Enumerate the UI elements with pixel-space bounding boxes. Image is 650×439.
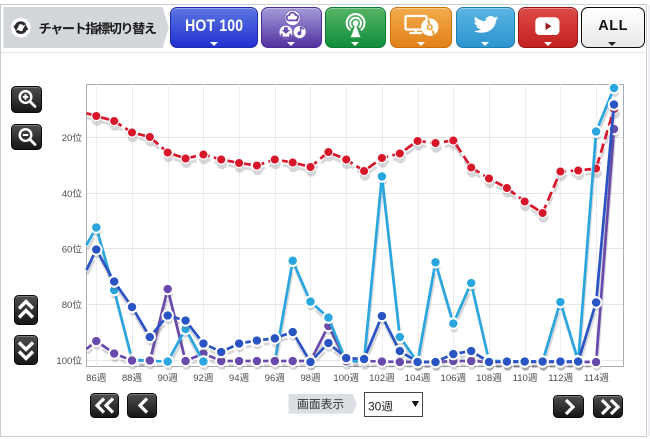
svg-text:114: 114 bbox=[584, 373, 600, 384]
svg-text:104: 104 bbox=[405, 373, 422, 384]
svg-text:100: 100 bbox=[333, 373, 349, 384]
svg-text:80: 80 bbox=[62, 300, 73, 311]
svg-text:100: 100 bbox=[56, 356, 72, 367]
svg-text:30: 30 bbox=[368, 400, 382, 414]
svg-text:60: 60 bbox=[62, 244, 73, 255]
svg-text:102: 102 bbox=[369, 373, 385, 384]
svg-text:20: 20 bbox=[62, 133, 73, 144]
svg-text:94: 94 bbox=[229, 373, 240, 384]
svg-text:106: 106 bbox=[440, 373, 456, 384]
svg-text:86: 86 bbox=[86, 373, 97, 384]
svg-text:92: 92 bbox=[193, 373, 204, 384]
svg-text:98: 98 bbox=[300, 373, 311, 384]
svg-text:110: 110 bbox=[513, 373, 528, 384]
svg-text:96: 96 bbox=[265, 373, 276, 384]
svg-text:108: 108 bbox=[476, 373, 492, 384]
svg-text:112: 112 bbox=[548, 373, 563, 384]
svg-text:88: 88 bbox=[122, 373, 133, 384]
svg-text:40: 40 bbox=[62, 189, 73, 200]
svg-text:90: 90 bbox=[158, 373, 169, 384]
